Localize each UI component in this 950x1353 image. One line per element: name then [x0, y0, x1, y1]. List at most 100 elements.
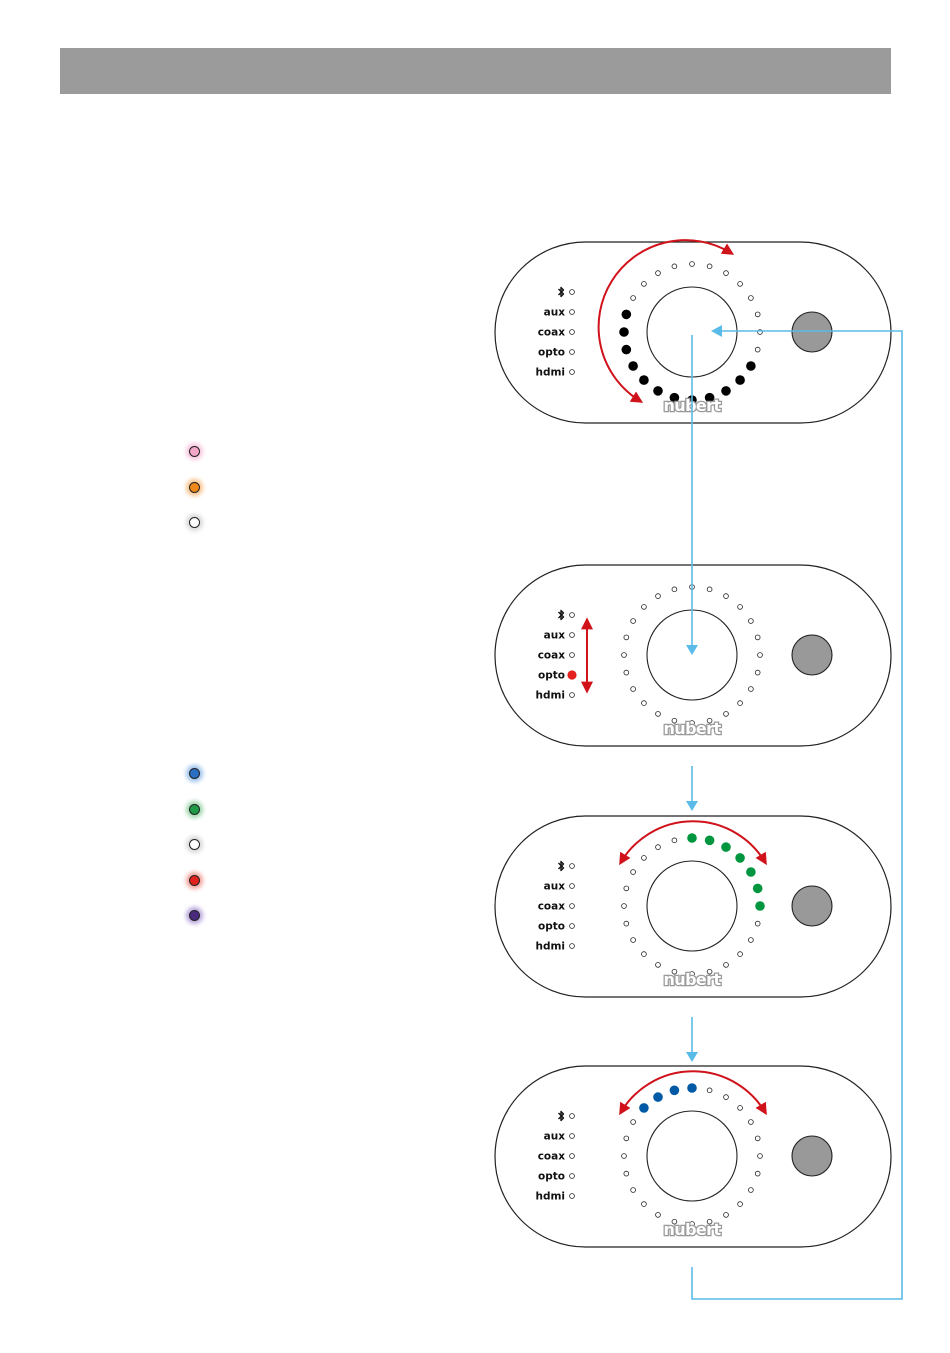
ring-led-off — [630, 869, 636, 875]
ring-led-off — [630, 618, 636, 624]
source-led-coax — [569, 1153, 575, 1159]
ring-led-on — [653, 386, 663, 396]
ring-led-off — [621, 1153, 627, 1159]
ring-led-off — [754, 1135, 761, 1142]
ring-led-off — [621, 652, 627, 658]
ring-led-off — [748, 1187, 754, 1193]
ring-led-off — [748, 618, 754, 624]
source-led-aux — [569, 309, 575, 315]
ring-led-off — [671, 1218, 678, 1225]
ring-led-off — [641, 700, 647, 706]
ring-led-off — [671, 837, 678, 844]
ring-led-off — [655, 1212, 661, 1218]
side-button[interactable] — [791, 311, 833, 353]
rotate-arrow — [619, 1070, 767, 1116]
legend-led-white — [189, 517, 200, 529]
ring-led-off — [623, 634, 630, 641]
flow-line-return — [691, 330, 903, 1300]
side-button[interactable] — [791, 885, 833, 927]
ring-led-off — [630, 1119, 636, 1125]
panel-4: aux coax opto hdmi nubert — [494, 1065, 892, 1248]
ring-led-on — [704, 835, 715, 846]
ring-led-on — [721, 842, 731, 852]
ring-led-off — [737, 1105, 743, 1111]
ring-led-off — [621, 903, 627, 909]
ring-led-off — [757, 652, 763, 658]
source-label-hdmi: hdmi — [535, 367, 565, 379]
ring-led-on — [752, 883, 763, 894]
source-led-bluetooth — [569, 289, 575, 295]
source-label-coax: coax — [538, 901, 566, 913]
ring-led-on — [735, 853, 745, 863]
ring-led-off — [671, 717, 678, 724]
legend-led-white — [189, 839, 200, 851]
ring-led-off — [641, 855, 647, 861]
legend-led-blue — [189, 768, 200, 779]
ring-led-off — [655, 962, 661, 968]
source-label-hdmi: hdmi — [535, 690, 565, 702]
ring-led-off — [737, 1201, 743, 1207]
ring-led-off — [655, 844, 661, 850]
flow-arrowhead-2 — [686, 801, 698, 811]
header-bar — [60, 48, 891, 94]
ring-led-off — [706, 968, 713, 975]
source-label-hdmi: hdmi — [535, 1191, 565, 1203]
source-label-aux: aux — [544, 307, 566, 319]
ring-led-off — [757, 1153, 763, 1159]
ring-led-off — [706, 263, 713, 270]
ring-led-off — [754, 311, 761, 318]
ring-led-off — [630, 686, 636, 692]
rotate-arrow — [597, 239, 735, 403]
ring-led-off — [737, 951, 743, 957]
source-led-opto — [569, 923, 575, 929]
legend-led-orange — [189, 481, 200, 493]
legend-led-pink — [189, 446, 200, 457]
source-led-hdmi — [569, 943, 575, 949]
source-label-opto: opto — [538, 670, 565, 682]
flow-arrows — [691, 330, 903, 1300]
ring-led-off — [737, 604, 743, 610]
ring-led-off — [754, 634, 761, 641]
ring-led-off — [623, 920, 630, 927]
source-led-coax — [569, 903, 575, 909]
ring-led-off — [748, 937, 754, 943]
source-label-aux: aux — [544, 881, 566, 893]
ring-led-off — [754, 920, 761, 927]
legend-led-green — [189, 803, 200, 815]
source-led-bluetooth — [569, 863, 575, 869]
ring-led-off — [706, 717, 713, 724]
ring-led-off — [630, 937, 636, 943]
source-label-aux: aux — [544, 1131, 566, 1143]
ring-led-off — [630, 1187, 636, 1193]
ring-led-off — [748, 686, 754, 692]
volume-knob[interactable] — [646, 860, 738, 952]
ring-led-off — [754, 346, 761, 353]
source-label-coax: coax — [538, 327, 566, 339]
source-led-coax — [569, 329, 575, 335]
ring-led-off — [737, 700, 743, 706]
ring-led-off — [641, 951, 647, 957]
side-button[interactable] — [791, 1135, 833, 1177]
ring-led-off — [623, 885, 630, 892]
source-led-aux — [569, 632, 575, 638]
ring-led-on — [639, 1103, 649, 1113]
source-label-hdmi: hdmi — [535, 941, 565, 953]
side-button[interactable] — [791, 634, 833, 676]
ring-led-on — [755, 901, 765, 911]
ring-led-on — [639, 375, 649, 385]
ring-led-off — [641, 604, 647, 610]
volume-knob[interactable] — [646, 1110, 738, 1202]
ring-led-on — [746, 867, 756, 877]
ring-led-on — [735, 375, 745, 385]
ring-led-off — [723, 1094, 729, 1100]
source-led-hdmi — [569, 369, 575, 375]
ring-led-off — [655, 593, 661, 599]
ring-led-off — [689, 720, 695, 726]
ring-led-on — [669, 1085, 680, 1096]
source-label-coax: coax — [538, 1151, 566, 1163]
ring-led-off — [671, 586, 678, 593]
nubert-logo: nubert — [663, 970, 721, 989]
nubert-logo: nubert — [663, 1220, 721, 1239]
ring-led-off — [623, 1170, 630, 1177]
